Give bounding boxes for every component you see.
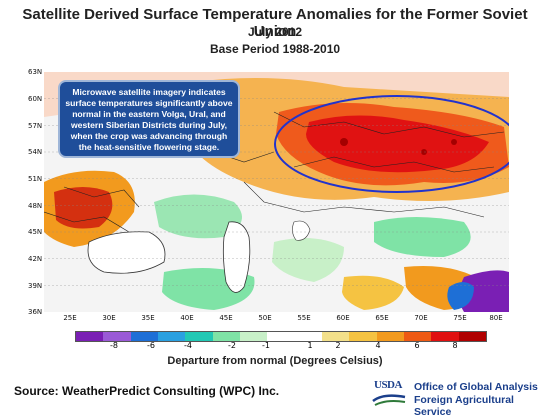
lon-label: 80E — [489, 314, 503, 322]
lat-label: 42N — [28, 255, 43, 263]
legend-color-bar — [75, 331, 487, 342]
usda-logo: USDA — [374, 379, 402, 391]
legend-caption: Departure from normal (Degrees Celsius) — [167, 355, 383, 367]
agency-name-line2: Foreign Agricultural Service — [414, 394, 514, 418]
lon-label: 25E — [63, 314, 77, 322]
anomaly-map-graphic — [44, 72, 509, 312]
lat-label: 48N — [28, 202, 43, 210]
aral-sea — [292, 220, 311, 241]
hot-speck — [451, 139, 457, 145]
legend-swatch — [103, 332, 131, 341]
lat-label: 51N — [28, 175, 43, 183]
lat-label: 60N — [28, 95, 43, 103]
legend-tick: -2 — [228, 341, 236, 350]
highlight-ellipse — [274, 95, 509, 193]
black-sea — [87, 231, 166, 274]
legend-swatch — [76, 332, 104, 341]
lon-label: 50E — [258, 314, 272, 322]
legend-swatch — [239, 332, 268, 341]
legend-tick: 1 — [307, 341, 313, 350]
lon-label: 35E — [141, 314, 155, 322]
map-annotation-callout: Microwave satellite imagery indicates su… — [58, 80, 240, 158]
legend-swatch — [403, 332, 432, 341]
warm-region-orange — [342, 275, 404, 310]
legend-swatch — [157, 332, 186, 341]
lon-label: 55E — [297, 314, 311, 322]
lon-label: 75E — [453, 314, 467, 322]
legend-tick: -1 — [262, 341, 270, 350]
legend-tick: 8 — [452, 341, 458, 350]
source-credit: Source: WeatherPredict Consulting (WPC) … — [14, 384, 280, 398]
map-subtitle-date: July 2012 — [247, 25, 303, 39]
district-boundaries — [44, 111, 505, 233]
lat-label: 63N — [28, 68, 43, 76]
legend-tick: -8 — [110, 341, 118, 350]
legend-swatch — [349, 332, 377, 341]
legend-swatch — [212, 332, 240, 341]
warm-region-core — [306, 115, 489, 173]
lat-label: 54N — [28, 148, 43, 156]
hot-speck — [340, 138, 348, 146]
legend-swatch — [376, 332, 404, 341]
usda-logo-swoosh-icon — [372, 394, 406, 406]
cold-region — [447, 282, 474, 310]
legend-tick: 4 — [375, 341, 381, 350]
lat-label: 57N — [28, 122, 43, 130]
legend-tick: -6 — [147, 341, 155, 350]
lon-label: 70E — [414, 314, 428, 322]
legend-swatch — [294, 332, 322, 341]
lon-label: 60E — [336, 314, 350, 322]
lon-label: 45E — [219, 314, 233, 322]
lon-label: 40E — [180, 314, 194, 322]
legend-swatch — [267, 332, 295, 341]
lat-label: 45N — [28, 228, 43, 236]
legend-tick: 6 — [414, 341, 420, 350]
legend-swatch — [185, 332, 213, 341]
cool-region — [272, 238, 344, 282]
legend-swatch — [130, 332, 158, 341]
map-title: Satellite Derived Surface Temperature An… — [22, 6, 528, 40]
caspian-sea — [222, 221, 251, 293]
legend-swatch — [458, 332, 486, 341]
anomaly-map — [44, 72, 509, 312]
lon-label: 30E — [102, 314, 116, 322]
legend-tick: -4 — [184, 341, 192, 350]
lon-label: 65E — [375, 314, 389, 322]
cold-region — [459, 270, 509, 312]
legend-tick: 2 — [335, 341, 341, 350]
lat-label: 39N — [28, 282, 43, 290]
cool-region — [374, 217, 471, 257]
map-subtitle-base-period: Base Period 1988-2010 — [209, 42, 341, 56]
legend-swatch — [321, 332, 350, 341]
agency-name-line1: Office of Global Analysis — [414, 381, 538, 393]
lat-label: 36N — [28, 308, 43, 316]
legend-swatch — [431, 332, 459, 341]
